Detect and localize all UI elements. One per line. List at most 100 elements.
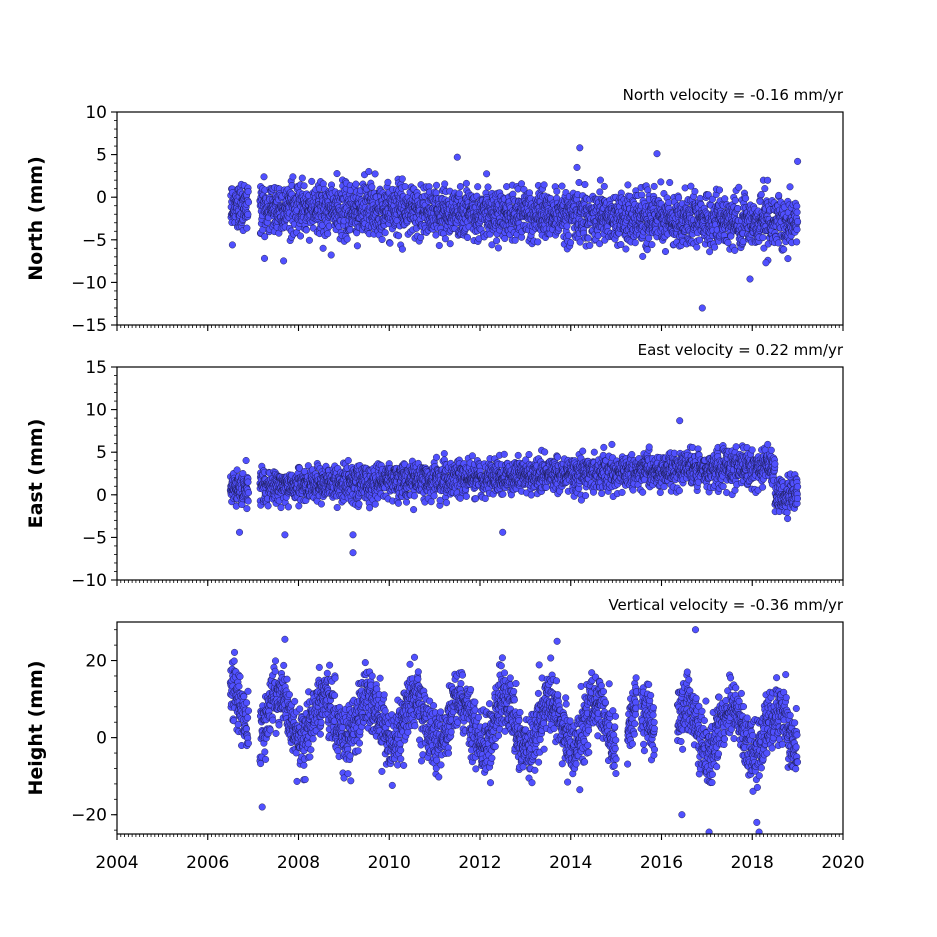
data-point (463, 233, 472, 242)
y-tick-label: 0 (96, 188, 107, 208)
data-point (441, 235, 449, 243)
data-point (638, 191, 646, 199)
data-point (596, 176, 604, 184)
data-point (395, 232, 403, 240)
data-point (665, 198, 673, 207)
north-velocity-label: North velocity = -0.16 mm/yr (623, 86, 844, 104)
data-point (344, 456, 352, 465)
data-point (525, 450, 533, 459)
north-data-points (227, 144, 802, 312)
data-point (657, 178, 665, 186)
data-point (353, 242, 361, 250)
data-point (432, 453, 441, 461)
data-point (261, 233, 269, 241)
data-point (346, 226, 354, 234)
data-point (643, 246, 651, 254)
data-point (734, 204, 742, 213)
data-point (500, 450, 508, 458)
data-point (468, 452, 476, 460)
data-point (793, 238, 801, 246)
data-point (441, 180, 449, 188)
data-point (541, 448, 549, 456)
data-point (244, 478, 252, 486)
data-point (462, 179, 470, 187)
data-point (280, 257, 288, 265)
data-point (746, 275, 754, 283)
data-point (474, 183, 482, 191)
data-point (432, 181, 441, 189)
data-point (503, 183, 511, 191)
data-point (775, 191, 783, 199)
data-point (308, 177, 316, 185)
data-point (576, 144, 584, 152)
data-point (650, 182, 658, 190)
data-point (644, 186, 652, 194)
data-point (427, 498, 435, 506)
y-tick-label: −10 (71, 273, 107, 293)
data-point (378, 235, 386, 244)
data-point (653, 150, 661, 158)
data-point (317, 500, 325, 508)
data-point (762, 259, 770, 267)
data-point (553, 187, 561, 195)
data-point (371, 170, 379, 178)
data-point (575, 178, 583, 187)
data-point (371, 500, 379, 508)
data-point (514, 451, 522, 459)
data-point (586, 241, 594, 249)
data-point (761, 185, 769, 193)
data-point (622, 245, 630, 253)
data-point (742, 194, 750, 202)
data-point (483, 170, 491, 178)
data-point (324, 230, 332, 238)
data-point (368, 183, 376, 191)
data-point (300, 182, 308, 190)
data-point (774, 239, 782, 247)
data-point (624, 181, 632, 189)
data-point (243, 224, 251, 232)
data-point (244, 489, 253, 497)
data-point (243, 505, 251, 513)
data-point (691, 187, 699, 195)
data-point (493, 237, 501, 245)
data-point (794, 157, 802, 165)
data-point (333, 503, 341, 512)
data-point (381, 229, 389, 237)
data-point (260, 254, 269, 262)
data-point (333, 170, 341, 178)
data-point (430, 492, 438, 500)
north-y-axis-label: North (mm) (25, 156, 47, 281)
data-point (302, 226, 310, 234)
data-point (681, 184, 689, 192)
data-point (488, 241, 496, 249)
data-point (456, 494, 464, 502)
data-point (780, 245, 788, 253)
data-point (786, 183, 794, 191)
data-point (794, 217, 802, 226)
data-point (305, 236, 313, 244)
data-point (764, 176, 772, 184)
data-point (793, 208, 801, 216)
data-point (440, 450, 448, 458)
data-point (715, 186, 724, 194)
data-point (793, 202, 801, 210)
data-point (527, 491, 535, 499)
data-point (581, 180, 589, 189)
data-point (534, 238, 542, 246)
data-point (355, 500, 363, 508)
data-point (675, 194, 683, 202)
data-point (698, 304, 706, 312)
data-point (793, 225, 801, 234)
data-point (596, 188, 604, 196)
data-point (584, 234, 592, 242)
y-tick-label: 10 (85, 103, 107, 123)
data-point (456, 182, 464, 191)
data-point (343, 235, 351, 243)
data-point (594, 232, 602, 240)
data-point (296, 232, 305, 240)
data-point (384, 178, 392, 186)
data-point (567, 239, 575, 247)
